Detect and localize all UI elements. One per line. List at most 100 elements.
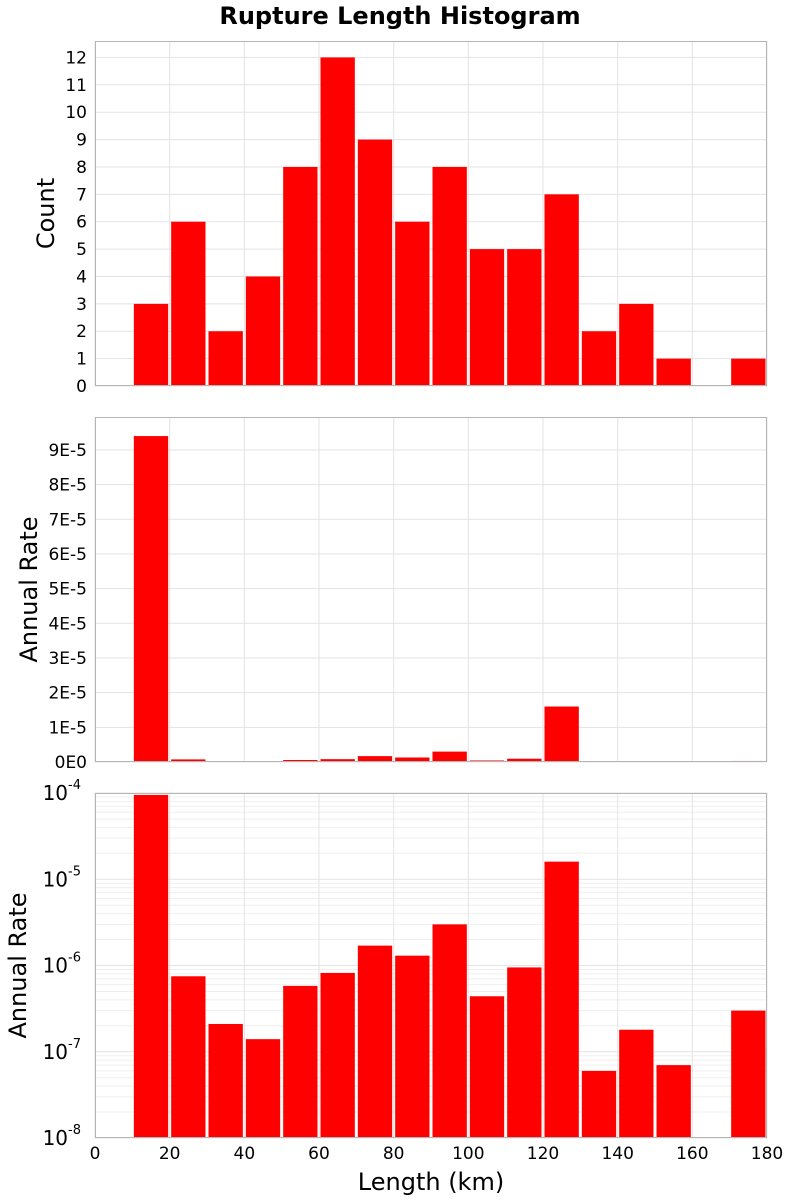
bar — [320, 57, 355, 387]
bar — [395, 221, 430, 386]
bar — [544, 706, 579, 762]
plot-frame — [95, 417, 767, 762]
y-tick-base: 10 — [43, 954, 68, 978]
y-tick-exponent: -7 — [68, 1037, 81, 1052]
y-tick-label: 11 — [65, 76, 87, 96]
bars — [133, 57, 766, 387]
y-tick-label: 0 — [76, 377, 87, 397]
bars — [133, 436, 766, 762]
bar — [133, 436, 169, 762]
y-tick-label: 4 — [76, 267, 87, 287]
bar — [619, 303, 654, 386]
bar — [320, 972, 355, 1138]
bar — [731, 1010, 766, 1138]
y-tick-label: 10-8 — [43, 1123, 81, 1150]
bar — [208, 1023, 243, 1138]
x-axis-label: Length (km) — [358, 1168, 504, 1196]
bar — [208, 331, 243, 386]
y-tick-label: 10 — [65, 103, 87, 123]
plot-frame — [95, 41, 767, 386]
x-tick-labels: 0 20 40 60 80 100 120 140 160 180 — [90, 1144, 784, 1164]
rate-log-panel: 10-810-710-610-510-40 20 40 60 80 100 120 140 16… — [4, 778, 783, 1196]
y-tick-label: 9 — [76, 131, 87, 151]
rate-linear-panel: 0E0 1E-5 2E-5 3E-5 4E-5 5E-5 6E-5 7E-5 8E-5 9E-5 A… — [15, 417, 768, 773]
y-tick-label: 5 — [76, 240, 87, 260]
bar — [656, 358, 691, 386]
y-tick-base: 10 — [43, 1126, 68, 1150]
y-tick-exponent: -4 — [68, 778, 81, 793]
x-tick-label: 180 — [751, 1144, 783, 1164]
y-tick-label: 1 — [76, 350, 87, 370]
bar — [171, 976, 206, 1138]
bar — [432, 924, 467, 1138]
y-tick-label: 8 — [76, 158, 87, 178]
bar — [731, 358, 766, 386]
chart-title: Rupture Length Histogram — [219, 2, 580, 30]
bar — [171, 759, 206, 762]
plot-area — [95, 417, 767, 762]
y-axis-label: Annual Rate — [4, 892, 32, 1038]
y-tick-label: 2 — [76, 322, 87, 342]
bar — [245, 1039, 281, 1138]
y-tick-labels: 0E0 1E-5 2E-5 3E-5 4E-5 5E-5 6E-5 7E-5 8E-5 9E-5 — [48, 441, 87, 773]
bars — [133, 794, 766, 1138]
bar — [469, 249, 505, 386]
y-tick-labels: 10-810-710-610-510-4 — [43, 778, 81, 1150]
y-tick-label: 4E-5 — [48, 614, 87, 634]
bar — [544, 861, 579, 1138]
y-tick-label: 7E-5 — [48, 510, 87, 530]
bar — [171, 221, 206, 386]
y-tick-label: 8E-5 — [48, 476, 87, 496]
y-tick-exponent: -6 — [68, 951, 81, 966]
bar — [283, 166, 318, 386]
bar — [357, 756, 393, 762]
bar — [507, 967, 542, 1138]
y-tick-label: 2E-5 — [48, 684, 87, 704]
bar — [395, 955, 430, 1138]
x-tick-label: 20 — [159, 1144, 181, 1164]
bar — [432, 166, 467, 386]
bar — [619, 1029, 654, 1138]
y-axis-label: Annual Rate — [15, 516, 43, 662]
x-tick-label: 140 — [601, 1144, 633, 1164]
y-tick-label: 1E-5 — [48, 718, 87, 738]
y-tick-base: 10 — [43, 1040, 68, 1064]
bar — [245, 276, 281, 386]
bar — [507, 249, 542, 386]
x-tick-label: 40 — [234, 1144, 256, 1164]
y-tick-label: 7 — [76, 185, 87, 205]
y-tick-base: 10 — [43, 781, 68, 805]
bar — [283, 985, 318, 1138]
bar — [656, 1065, 691, 1138]
y-tick-exponent: -5 — [68, 864, 81, 879]
x-tick-label: 0 — [90, 1144, 101, 1164]
y-tick-label: 3 — [76, 295, 87, 315]
bar — [469, 996, 505, 1138]
bar — [133, 303, 169, 386]
bar — [581, 1070, 617, 1138]
y-tick-label: 10-5 — [43, 864, 81, 891]
y-tick-label: 9E-5 — [48, 441, 87, 461]
y-tick-label: 6 — [76, 213, 87, 233]
y-tick-label: 6E-5 — [48, 545, 87, 565]
y-tick-label: 3E-5 — [48, 649, 87, 669]
x-tick-label: 80 — [383, 1144, 405, 1164]
y-tick-label: 5E-5 — [48, 580, 87, 600]
y-tick-base: 10 — [43, 867, 68, 891]
y-tick-label: 10-4 — [43, 778, 81, 805]
x-tick-label: 120 — [527, 1144, 559, 1164]
x-tick-label: 100 — [452, 1144, 484, 1164]
bar — [283, 759, 318, 762]
y-tick-exponent: -8 — [68, 1123, 81, 1138]
bar — [432, 751, 467, 762]
bar — [133, 794, 169, 1138]
bar — [395, 757, 430, 762]
y-tick-label: 0E0 — [55, 753, 87, 773]
bar — [357, 945, 393, 1138]
plot-frame — [95, 793, 767, 1138]
bar — [544, 194, 579, 386]
bar — [581, 331, 617, 386]
